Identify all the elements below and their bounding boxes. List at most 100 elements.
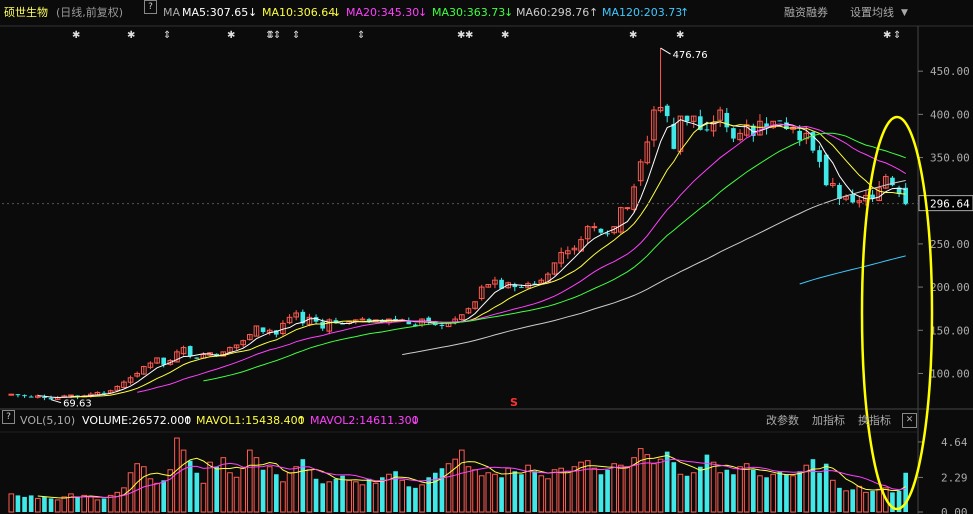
ma20-line	[137, 123, 906, 393]
volume-bar	[624, 466, 631, 513]
candle-body	[598, 228, 604, 233]
change-params-button[interactable]: 改参数	[766, 414, 799, 427]
volume-bar	[743, 463, 750, 513]
volume-bar	[512, 471, 518, 512]
volume-bar	[200, 482, 207, 513]
ma20-arrow-down-icon: ↓	[418, 6, 428, 19]
candle-body	[15, 394, 21, 396]
volume-bar	[101, 498, 107, 512]
price-tick-label: 350.00	[930, 152, 970, 165]
candle-body	[724, 112, 730, 128]
candle-body	[114, 385, 121, 391]
volume-bar	[737, 466, 743, 513]
mavol2-value: MAVOL2:14611.300	[310, 414, 419, 427]
candle-body	[764, 123, 769, 128]
candle-body	[810, 132, 816, 151]
event-diamond-icon: ⇕	[265, 30, 273, 41]
candle-body	[737, 132, 743, 141]
volume-bar	[863, 491, 869, 513]
current-price-label: 296.64	[930, 198, 970, 211]
volume-tick-label: 2.29	[941, 471, 968, 484]
margin-trading-button[interactable]: 融资融券	[784, 6, 828, 19]
volume-bar	[605, 469, 610, 512]
volume-bar	[704, 454, 710, 512]
volume-bar	[829, 479, 836, 513]
volume-bar	[710, 461, 717, 513]
candle-body	[823, 154, 829, 186]
volume-bar	[452, 458, 459, 513]
ma-label: MA	[163, 6, 181, 19]
volume-bar	[34, 497, 41, 513]
volume-bar	[372, 482, 379, 513]
volume-bar	[246, 449, 253, 513]
volume-bar	[313, 478, 319, 512]
ma-settings-button[interactable]: 设置均线	[850, 6, 894, 19]
candle-body	[697, 116, 703, 130]
chevron-down-icon[interactable]: ▼	[901, 8, 908, 18]
candle-body	[624, 207, 631, 210]
candle-body	[571, 247, 578, 251]
candle-body	[657, 106, 664, 112]
candle-body	[512, 284, 518, 288]
volume-bar	[671, 462, 677, 512]
candle-body	[731, 128, 736, 139]
volume-bar	[903, 472, 909, 512]
volume-bar	[731, 474, 736, 512]
volume-bar	[22, 496, 27, 512]
ma20-value: MA20:345.30	[346, 6, 420, 19]
volume-bar	[426, 477, 432, 512]
candle-body	[584, 226, 591, 240]
volume-bar	[326, 481, 333, 513]
volume-bar	[94, 499, 101, 513]
candle-body	[458, 314, 465, 320]
volume-bar	[107, 494, 114, 513]
volume-bar	[571, 466, 578, 513]
volume-bar	[379, 477, 385, 512]
candle-body	[28, 396, 34, 398]
close-icon[interactable]: ✕	[902, 413, 917, 428]
volume-bar	[551, 469, 558, 513]
candle-body	[140, 366, 147, 375]
event-star-icon: ✱	[457, 30, 465, 41]
candle-body	[876, 187, 883, 201]
low-label: 69.63	[63, 399, 92, 410]
candle-body	[671, 123, 677, 149]
volume-bar	[797, 471, 803, 512]
stock-name[interactable]: 硕世生物	[4, 6, 48, 19]
candle-body	[233, 344, 240, 349]
candle-body	[538, 279, 545, 284]
candle-body	[558, 252, 565, 264]
mavol1-arrow-up-icon: ↑	[297, 414, 307, 427]
candle-body	[644, 141, 651, 164]
candle-body	[882, 176, 889, 189]
candle-body	[406, 320, 412, 325]
candle-body	[829, 182, 836, 186]
candle-body	[472, 301, 478, 309]
volume-bar	[300, 459, 306, 512]
volume-bar	[214, 466, 220, 512]
ma30-line	[203, 132, 906, 382]
candle-body	[180, 347, 187, 355]
candle-body	[532, 283, 538, 285]
volume-bar	[233, 476, 240, 513]
volume-bar	[850, 489, 856, 512]
add-indicator-button[interactable]: 加指标	[812, 414, 845, 427]
volume-bar	[15, 495, 21, 512]
volume-indicator-label: VOL(5,10)	[20, 414, 76, 427]
candle-body	[253, 325, 260, 337]
event-diamond-icon: ⇕	[163, 30, 171, 41]
candle-body	[903, 187, 909, 205]
candle-body	[784, 122, 789, 130]
candle-body	[717, 109, 724, 121]
ma5-arrow-down-icon: ↓	[248, 6, 258, 19]
volume-bar	[651, 463, 657, 513]
volume-bar	[843, 490, 849, 513]
volume-bar	[406, 486, 412, 512]
volume-bar	[784, 474, 789, 512]
period-label[interactable]: (日线,前复权)	[56, 6, 124, 19]
ma120-arrow-up-icon: ↑	[680, 6, 690, 19]
volume-bar	[837, 487, 842, 512]
switch-indicator-button[interactable]: 换指标	[858, 414, 891, 427]
